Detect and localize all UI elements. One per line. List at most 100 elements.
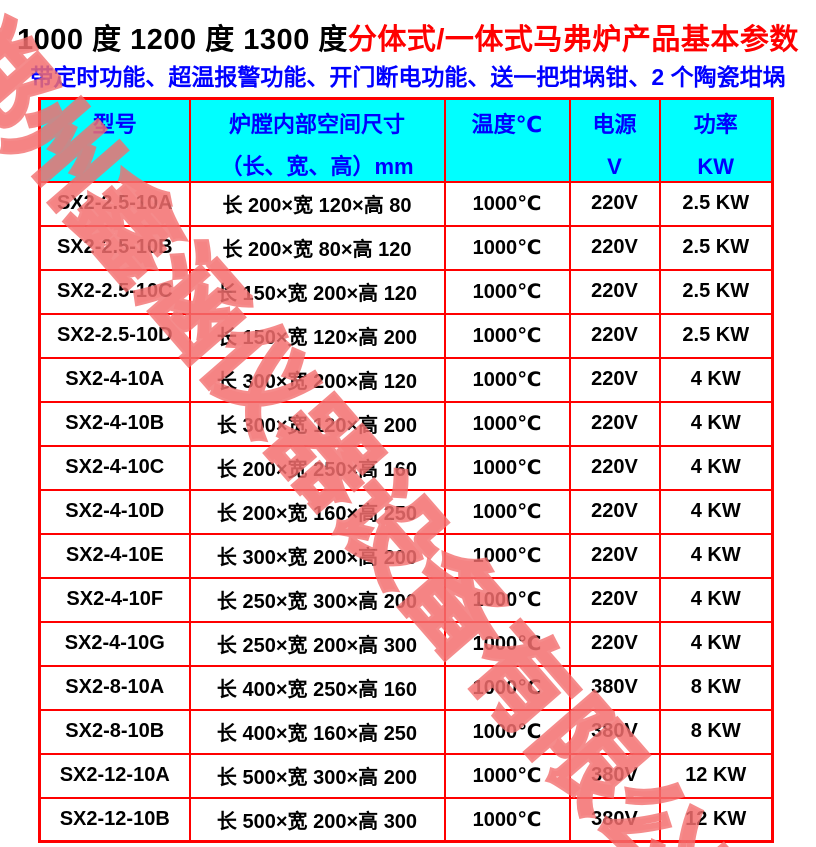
feature-subtitle: 带定时功能、超温报警功能、开门断电功能、送一把坩埚钳、2 个陶瓷坩埚 (30, 64, 786, 90)
cell-power: 4 KW (658, 488, 774, 535)
cell-model: SX2-4-10E (38, 532, 191, 579)
header-model: 型号 (38, 97, 191, 183)
cell-model: SX2-4-10G (38, 620, 191, 667)
cell-temperature: 1000℃ (443, 488, 571, 535)
cell-power: 2.5 KW (658, 180, 774, 227)
cell-dimensions: 长 250×宽 200×高 300 (188, 620, 446, 667)
header-dimensions: 炉膛内部空间尺寸 （长、宽、高）mm (188, 97, 446, 183)
header-power-label: 功率 (693, 112, 738, 137)
cell-temperature: 1000℃ (443, 312, 571, 359)
cell-voltage: 220V (568, 576, 661, 623)
cell-power: 8 KW (658, 708, 774, 755)
cell-model: SX2-4-10C (38, 444, 191, 491)
table-row: SX2-4-10A 长 300×宽 200×高 120 1000℃ 220V 4 KW (38, 356, 774, 403)
table-row: SX2-4-10F 长 250×宽 300×高 200 1000℃ 220V 4 KW (38, 576, 774, 623)
cell-temperature: 1000℃ (443, 180, 571, 227)
page-title: 1000 度 1200 度 1300 度分体式/一体式马弗炉产品基本参数 (0, 16, 816, 58)
cell-temperature: 1000℃ (443, 752, 571, 799)
cell-dimensions: 长 400×宽 250×高 160 (188, 664, 446, 711)
cell-power: 4 KW (658, 620, 774, 667)
table-row: SX2-12-10A 长 500×宽 300×高 200 1000℃ 380V 12 K… (38, 752, 774, 799)
header-voltage: 电源 V (568, 97, 661, 183)
cell-model: SX2-4-10B (38, 400, 191, 447)
cell-model: SX2-8-10A (38, 664, 191, 711)
cell-model: SX2-2.5-10D (38, 312, 191, 359)
cell-voltage: 380V (568, 796, 661, 843)
cell-voltage: 380V (568, 708, 661, 755)
table-body: SX2-2.5-10A 长 200×宽 120×高 80 1000℃ 220V 2.5 … (38, 180, 774, 843)
cell-voltage: 220V (568, 268, 661, 315)
cell-model: SX2-2.5-10A (38, 180, 191, 227)
cell-power: 12 KW (658, 796, 774, 843)
table-row: SX2-2.5-10D 长 150×宽 120×高 200 1000℃ 220V 2.5… (38, 312, 774, 359)
cell-power: 4 KW (658, 532, 774, 579)
cell-temperature: 1000℃ (443, 224, 571, 271)
cell-voltage: 220V (568, 532, 661, 579)
header-voltage-label: 电源 (592, 112, 637, 137)
header-voltage-unit: V (607, 154, 622, 179)
cell-dimensions: 长 200×宽 80×高 120 (188, 224, 446, 271)
cell-temperature: 1000℃ (443, 576, 571, 623)
header-power-unit: KW (697, 154, 735, 179)
cell-dimensions: 长 200×宽 250×高 160 (188, 444, 446, 491)
cell-voltage: 220V (568, 620, 661, 667)
header-row: 型号 炉膛内部空间尺寸 （长、宽、高）mm 温度℃ 电源 V 功率 KW (38, 97, 774, 183)
spec-table: 型号 炉膛内部空间尺寸 （长、宽、高）mm 温度℃ 电源 V 功率 KW (38, 97, 774, 843)
cell-power: 4 KW (658, 356, 774, 403)
cell-voltage: 220V (568, 444, 661, 491)
cell-power: 4 KW (658, 444, 774, 491)
cell-voltage: 220V (568, 224, 661, 271)
table-header: 型号 炉膛内部空间尺寸 （长、宽、高）mm 温度℃ 电源 V 功率 KW (38, 97, 774, 183)
title-product-name: 分体式/一体式马弗炉产品基本参数 (347, 24, 799, 56)
cell-temperature: 1000℃ (443, 268, 571, 315)
header-dimensions-label: 炉膛内部空间尺寸 (228, 112, 405, 137)
table-row: SX2-2.5-10B 长 200×宽 80×高 120 1000℃ 220V 2.5 … (38, 224, 774, 271)
header-model-label: 型号 (92, 112, 137, 137)
header-temperature: 温度℃ (443, 97, 571, 183)
table-row: SX2-4-10C 长 200×宽 250×高 160 1000℃ 220V 4 KW (38, 444, 774, 491)
cell-voltage: 220V (568, 180, 661, 227)
table-row: SX2-4-10E 长 300×宽 200×高 200 1000℃ 220V 4 KW (38, 532, 774, 579)
table-row: SX2-8-10A 长 400×宽 250×高 160 1000℃ 380V 8 KW (38, 664, 774, 711)
cell-dimensions: 长 150×宽 200×高 120 (188, 268, 446, 315)
cell-dimensions: 长 500×宽 200×高 300 (188, 796, 446, 843)
cell-temperature: 1000℃ (443, 444, 571, 491)
header-power: 功率 KW (658, 97, 774, 183)
table-row: SX2-4-10B 长 300×宽 120×高 200 1000℃ 220V 4 KW (38, 400, 774, 447)
cell-temperature: 1000℃ (443, 400, 571, 447)
cell-model: SX2-2.5-10C (38, 268, 191, 315)
cell-temperature: 1000℃ (443, 708, 571, 755)
cell-voltage: 220V (568, 488, 661, 535)
table-row: SX2-2.5-10A 长 200×宽 120×高 80 1000℃ 220V 2.5 … (38, 180, 774, 227)
cell-dimensions: 长 150×宽 120×高 200 (188, 312, 446, 359)
cell-voltage: 380V (568, 664, 661, 711)
header-dimensions-unit: （长、宽、高）mm (220, 154, 414, 179)
cell-dimensions: 长 500×宽 300×高 200 (188, 752, 446, 799)
cell-dimensions: 长 250×宽 300×高 200 (188, 576, 446, 623)
cell-temperature: 1000℃ (443, 796, 571, 843)
cell-dimensions: 长 300×宽 200×高 120 (188, 356, 446, 403)
header-temperature-label: 温度℃ (471, 112, 543, 137)
cell-power: 8 KW (658, 664, 774, 711)
cell-voltage: 220V (568, 312, 661, 359)
cell-dimensions: 长 400×宽 160×高 250 (188, 708, 446, 755)
cell-power: 2.5 KW (658, 312, 774, 359)
cell-voltage: 380V (568, 752, 661, 799)
cell-temperature: 1000℃ (443, 620, 571, 667)
title-temperatures: 1000 度 1200 度 1300 度 (17, 24, 348, 56)
cell-dimensions: 长 300×宽 200×高 200 (188, 532, 446, 579)
cell-temperature: 1000℃ (443, 356, 571, 403)
cell-model: SX2-4-10F (38, 576, 191, 623)
cell-power: 12 KW (658, 752, 774, 799)
cell-dimensions: 长 200×宽 160×高 250 (188, 488, 446, 535)
cell-model: SX2-4-10D (38, 488, 191, 535)
cell-model: SX2-12-10B (38, 796, 191, 843)
cell-power: 4 KW (658, 576, 774, 623)
cell-model: SX2-2.5-10B (38, 224, 191, 271)
cell-power: 4 KW (658, 400, 774, 447)
table-row: SX2-4-10D 长 200×宽 160×高 250 1000℃ 220V 4 KW (38, 488, 774, 535)
cell-model: SX2-8-10B (38, 708, 191, 755)
cell-dimensions: 长 200×宽 120×高 80 (188, 180, 446, 227)
cell-power: 2.5 KW (658, 224, 774, 271)
